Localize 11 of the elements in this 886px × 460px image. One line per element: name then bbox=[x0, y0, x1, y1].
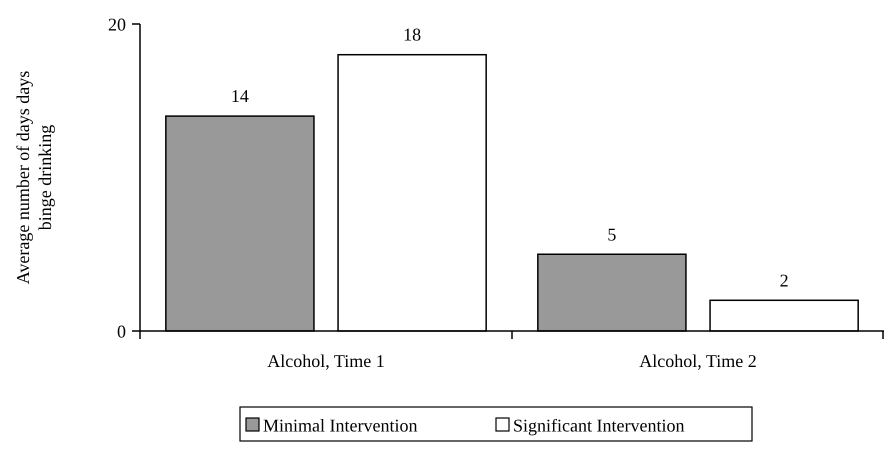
y-tick-label: 20 bbox=[108, 14, 126, 34]
data-label: 2 bbox=[780, 270, 789, 290]
x-tick-label: Alcohol, Time 2 bbox=[639, 351, 757, 371]
y-tick-label: 0 bbox=[117, 321, 126, 342]
legend-label: Minimal Intervention bbox=[263, 415, 418, 436]
data-label: 18 bbox=[403, 24, 422, 45]
x-tick-label: Alcohol, Time 1 bbox=[267, 351, 385, 371]
y-axis-title: Average number of days days binge drinking bbox=[13, 70, 55, 284]
data-label: 14 bbox=[230, 86, 249, 106]
legend-label: Significant Intervention bbox=[513, 415, 684, 436]
data-label: 5 bbox=[607, 224, 616, 244]
